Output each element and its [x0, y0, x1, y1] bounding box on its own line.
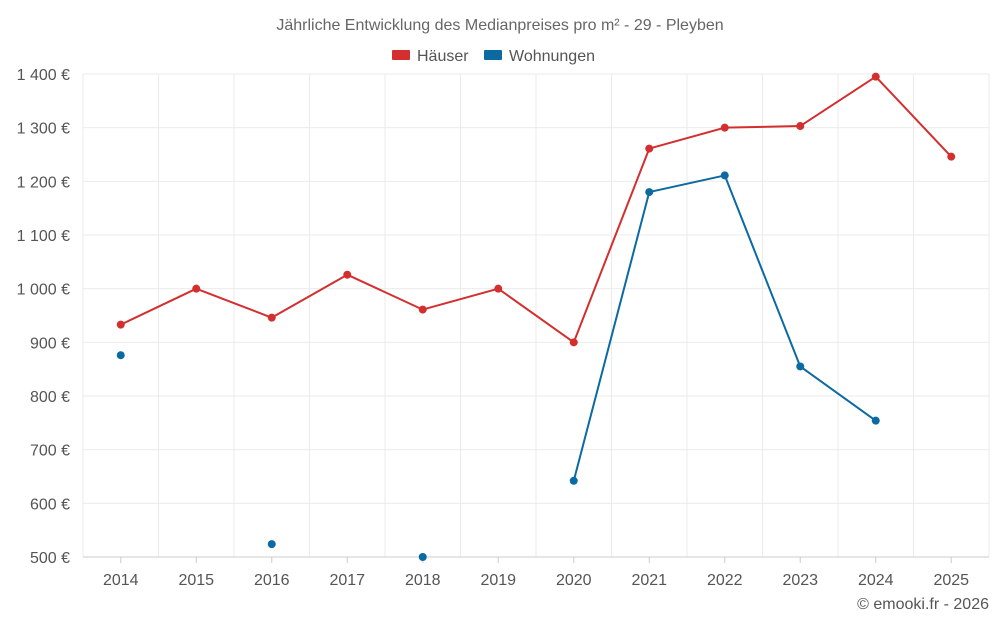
label-layer: 500 € 600 € 700 € 800 € 900 € 1 000 € 1 100 € 1… — [17, 67, 970, 589]
x-tick-label: 2024 — [858, 572, 894, 589]
credit-text: © emooki.fr - 2026 — [857, 596, 989, 613]
data-point-haeuser[interactable] — [645, 144, 654, 153]
x-tick-label: 2023 — [782, 572, 818, 589]
data-point-haeuser[interactable] — [494, 284, 503, 293]
data-point-haeuser[interactable] — [343, 270, 352, 279]
y-tick-label: 700 € — [30, 443, 70, 460]
legend-label-wohnungen[interactable]: Wohnungen — [509, 48, 595, 65]
x-tick-label: 2017 — [329, 572, 365, 589]
y-tick-label: 1 300 € — [17, 121, 70, 138]
data-point-wohnungen[interactable] — [116, 351, 125, 360]
x-tick-label: 2022 — [707, 572, 743, 589]
data-point-haeuser[interactable] — [192, 284, 201, 293]
y-tick-label: 600 € — [30, 496, 70, 513]
data-point-wohnungen[interactable] — [267, 540, 276, 549]
chart-title: Jährliche Entwicklung des Medianpreises … — [276, 17, 723, 34]
y-tick-label: 1 200 € — [17, 174, 70, 191]
x-tick-label: 2014 — [103, 572, 139, 589]
x-tick-label: 2015 — [178, 572, 214, 589]
data-point-haeuser[interactable] — [720, 123, 729, 132]
data-point-haeuser[interactable] — [796, 122, 805, 131]
data-point-wohnungen[interactable] — [720, 171, 729, 180]
data-point-haeuser[interactable] — [418, 305, 427, 314]
legend: Häuser Wohnungen — [392, 48, 595, 65]
x-tick-label: 2019 — [480, 572, 516, 589]
grid-layer — [82, 73, 990, 557]
series-line-haeuser — [120, 75, 952, 344]
y-tick-label: 900 € — [30, 335, 70, 352]
data-point-haeuser[interactable] — [267, 313, 276, 322]
data-point-wohnungen[interactable] — [871, 416, 880, 425]
data-point-haeuser[interactable] — [871, 72, 880, 81]
legend-swatch-wohnungen — [484, 50, 502, 60]
x-tick-label: 2020 — [556, 572, 592, 589]
y-tick-label: 1 000 € — [17, 282, 70, 299]
x-tick-label: 2016 — [254, 572, 290, 589]
series-layer — [116, 72, 956, 561]
legend-label-haeuser[interactable]: Häuser — [417, 48, 469, 65]
data-point-wohnungen[interactable] — [796, 362, 805, 371]
axis-layer — [83, 556, 989, 563]
y-tick-label: 500 € — [30, 550, 70, 567]
y-tick-label: 1 100 € — [17, 228, 70, 245]
data-point-haeuser[interactable] — [947, 152, 956, 161]
data-point-haeuser[interactable] — [569, 338, 578, 347]
x-tick-label: 2025 — [933, 572, 969, 589]
data-point-wohnungen[interactable] — [418, 553, 427, 561]
legend-swatch-haeuser — [392, 50, 410, 60]
data-point-wohnungen[interactable] — [645, 188, 654, 197]
series-line-wohnungen — [572, 174, 877, 482]
data-point-haeuser[interactable] — [116, 320, 125, 329]
data-point-wohnungen[interactable] — [569, 476, 578, 485]
x-tick-label: 2021 — [631, 572, 667, 589]
y-tick-label: 800 € — [30, 389, 70, 406]
x-tick-label: 2018 — [405, 572, 441, 589]
y-tick-label: 1 400 € — [17, 67, 70, 84]
